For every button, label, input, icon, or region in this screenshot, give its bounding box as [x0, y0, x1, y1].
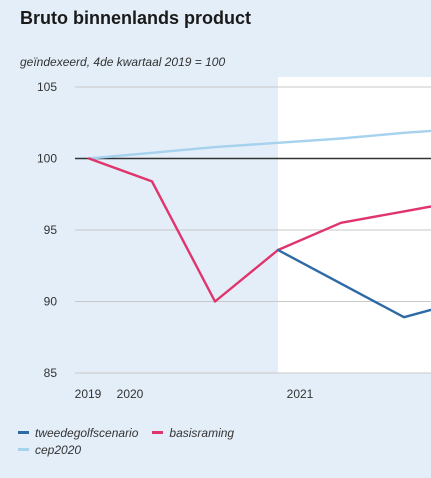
- series-line-tweedegolfscenario: [276, 248, 431, 319]
- chart-canvas: 85 90 95 100 105 2019 2020 2021: [37, 77, 431, 401]
- series-line-basisraming: [87, 157, 431, 303]
- legend-item-cep2020: cep2020: [18, 443, 81, 457]
- forecast-region: [278, 77, 431, 373]
- series-lines: [87, 129, 431, 319]
- legend-label-tweedegolfscenario: tweedegolfscenario: [35, 425, 139, 440]
- grid-lines: [75, 86, 431, 374]
- chart-subtitle: geïndexeerd, 4de kwartaal 2019 = 100: [20, 55, 226, 69]
- legend-item-tweedegolfscenario: tweedegolfscenario: [18, 426, 138, 440]
- legend-swatch-basisraming: [152, 431, 164, 434]
- legend-label-basisraming: basisraming: [169, 425, 235, 440]
- y-tick-label: 105: [37, 80, 57, 94]
- x-axis: 2019 2020 2021: [75, 387, 314, 401]
- y-tick-label: 85: [44, 366, 58, 380]
- series-line-cep2020: [87, 129, 431, 160]
- x-tick-label: 2019: [75, 387, 102, 401]
- legend-swatch-tweedegolfscenario: [18, 431, 29, 434]
- legend-swatch-cep2020: [18, 448, 29, 451]
- legend-item-basisraming: basisraming: [152, 426, 234, 440]
- y-tick-label: 100: [37, 152, 57, 166]
- y-tick-label: 90: [44, 295, 58, 309]
- y-tick-label: 95: [44, 223, 58, 237]
- y-axis: 85 90 95 100 105: [37, 80, 57, 380]
- chart-title: Bruto binnenlands product: [20, 8, 251, 28]
- legend: tweedegolfscenario basisraming cep2020: [18, 424, 248, 458]
- legend-label-cep2020: cep2020: [35, 442, 82, 457]
- x-tick-label: 2020: [117, 387, 144, 401]
- x-tick-label: 2021: [287, 387, 314, 401]
